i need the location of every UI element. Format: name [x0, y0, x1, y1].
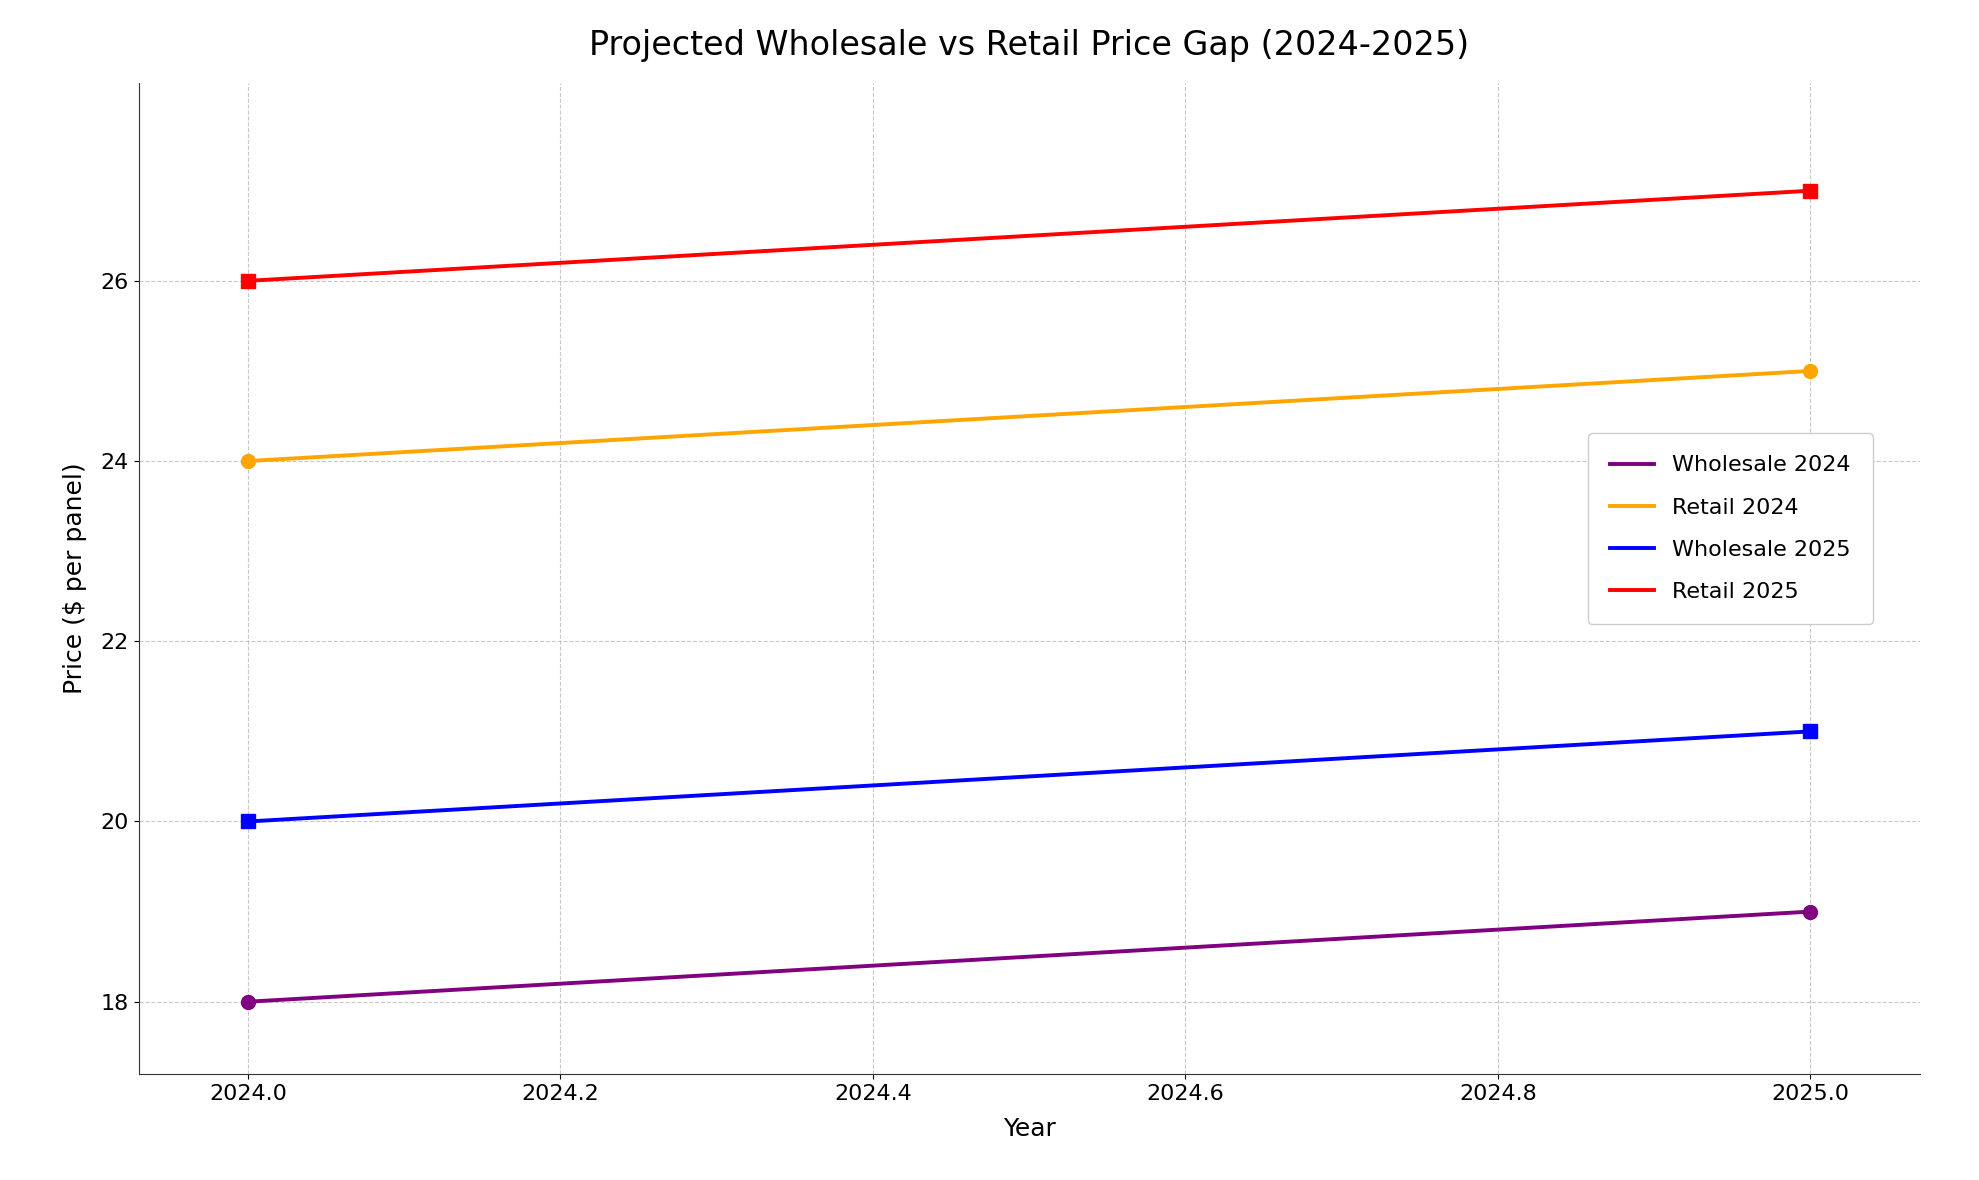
- Wholesale 2025: [600, 793, 623, 807]
- Line: Retail 2024: Retail 2024: [247, 371, 1811, 461]
- Line: Retail 2025: Retail 2025: [247, 191, 1811, 281]
- Retail 2025: [536, 256, 560, 270]
- Retail 2025: [236, 274, 259, 288]
- Retail 2025: [1799, 184, 1823, 198]
- Wholesale 2025: [1672, 732, 1696, 746]
- Wholesale 2024: [1041, 949, 1065, 963]
- Wholesale 2025: [1720, 729, 1743, 743]
- Retail 2025: [600, 253, 623, 267]
- Wholesale 2025: [536, 798, 560, 812]
- Retail 2024: [536, 437, 560, 451]
- Y-axis label: Price ($ per panel): Price ($ per panel): [63, 463, 87, 694]
- Wholesale 2025: [1041, 768, 1065, 782]
- Retail 2025: [1168, 219, 1191, 234]
- Line: Wholesale 2024: Wholesale 2024: [247, 912, 1811, 1002]
- Retail 2024: [1799, 363, 1823, 378]
- X-axis label: Year: Year: [1003, 1117, 1055, 1141]
- Wholesale 2024: [536, 977, 560, 991]
- Line: Wholesale 2025: Wholesale 2025: [247, 732, 1811, 821]
- Retail 2024: [1672, 372, 1696, 386]
- Title: Projected Wholesale vs Retail Price Gap (2024-2025): Projected Wholesale vs Retail Price Gap …: [590, 28, 1468, 61]
- Wholesale 2024: [1799, 905, 1823, 919]
- Wholesale 2025: [1799, 725, 1823, 739]
- Wholesale 2024: [1168, 940, 1191, 955]
- Legend: Wholesale 2024, Retail 2024, Wholesale 2025, Retail 2025: Wholesale 2024, Retail 2024, Wholesale 2…: [1587, 433, 1872, 624]
- Wholesale 2024: [1720, 909, 1743, 923]
- Retail 2024: [1168, 400, 1191, 414]
- Wholesale 2024: [1672, 912, 1696, 926]
- Retail 2024: [600, 433, 623, 447]
- Wholesale 2024: [600, 974, 623, 988]
- Retail 2025: [1041, 228, 1065, 242]
- Retail 2024: [1720, 368, 1743, 382]
- Wholesale 2025: [1168, 761, 1191, 775]
- Retail 2024: [236, 454, 259, 468]
- Retail 2024: [1041, 407, 1065, 421]
- Wholesale 2024: [236, 995, 259, 1009]
- Wholesale 2025: [236, 814, 259, 828]
- Retail 2025: [1720, 188, 1743, 202]
- Retail 2025: [1672, 191, 1696, 205]
